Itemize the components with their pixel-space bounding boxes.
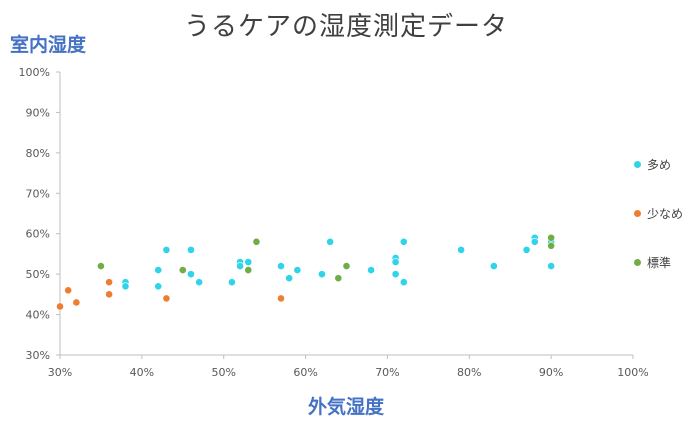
y-tick-label: 100% xyxy=(19,66,50,79)
x-tick-label: 30% xyxy=(48,366,72,379)
data-point-series-0 xyxy=(227,278,236,287)
data-point-series-1 xyxy=(64,286,73,295)
legend-item-series-2: 標準 xyxy=(634,254,671,271)
x-tick-label: 100% xyxy=(617,366,648,379)
y-tick-label: 70% xyxy=(26,187,50,200)
x-tick-label: 40% xyxy=(130,366,154,379)
axes: 30% 40% 50% 60% 70% 80% 90% 100% 30% 40% 50% 60% 70%… xyxy=(19,66,649,379)
data-point-series-0 xyxy=(121,282,130,291)
data-point-series-0 xyxy=(244,258,253,266)
legend-label-series-1: 少なめ xyxy=(647,207,684,221)
data-point-series-0 xyxy=(367,266,375,274)
data-point-series-1 xyxy=(277,294,285,303)
data-point-series-0 xyxy=(236,262,244,270)
y-axis-title: 室内湿度 xyxy=(10,34,87,56)
data-point-series-0 xyxy=(489,262,498,270)
data-point-series-1 xyxy=(72,298,81,307)
y-tick-label: 80% xyxy=(26,147,50,160)
x-tick-label: 60% xyxy=(293,366,317,379)
data-point-series-0 xyxy=(277,262,285,270)
data-point-series-0 xyxy=(318,270,326,279)
x-axis-title: 外気湿度 xyxy=(307,396,384,418)
legend-marker-series-1 xyxy=(634,210,641,217)
data-point-series-0 xyxy=(293,266,302,274)
data-point-series-0 xyxy=(391,258,400,266)
x-tick-label: 50% xyxy=(211,366,235,379)
data-point-series-2 xyxy=(342,262,351,270)
y-tick-label: 90% xyxy=(26,106,50,119)
legend-label-series-2: 標準 xyxy=(647,256,672,270)
data-point-series-1 xyxy=(105,278,114,287)
data-point-series-0 xyxy=(530,237,539,246)
data-point-series-0 xyxy=(285,274,294,283)
data-point-series-0 xyxy=(547,262,556,270)
data-point-series-2 xyxy=(547,241,556,250)
data-point-series-1 xyxy=(105,290,114,299)
y-tick-label: 40% xyxy=(26,309,50,322)
data-point-series-0 xyxy=(399,237,408,246)
data-point-series-0 xyxy=(522,245,531,254)
data-point-series-2 xyxy=(252,237,261,246)
legend-item-series-1: 少なめ xyxy=(634,205,683,222)
legend-marker-series-2 xyxy=(634,259,641,266)
data-point-series-0 xyxy=(154,266,163,274)
x-tick-label: 90% xyxy=(539,366,563,379)
legend-marker-series-0 xyxy=(634,161,641,168)
y-tick-label: 30% xyxy=(26,349,50,362)
y-tick-label: 50% xyxy=(26,268,50,281)
data-point-series-1 xyxy=(56,302,64,311)
data-point-series-2 xyxy=(178,266,187,274)
data-point-series-0 xyxy=(187,270,195,279)
data-point-series-2 xyxy=(547,233,556,242)
data-point-series-0 xyxy=(195,278,204,287)
data-point-series-2 xyxy=(334,274,343,283)
chart-title: うるケアの湿度測定データ xyxy=(183,12,508,42)
data-point-series-0 xyxy=(399,278,408,287)
data-points xyxy=(56,233,556,311)
data-point-series-0 xyxy=(187,245,195,254)
x-tick-label: 80% xyxy=(457,366,481,379)
data-point-series-2 xyxy=(244,266,253,274)
data-point-series-0 xyxy=(326,237,335,246)
data-point-series-0 xyxy=(391,270,400,279)
data-point-series-0 xyxy=(154,282,163,291)
x-tick-label: 70% xyxy=(375,366,399,379)
legend-item-series-0: 多め xyxy=(634,156,671,173)
y-tick-label: 60% xyxy=(26,228,50,241)
data-point-series-0 xyxy=(457,245,465,254)
data-point-series-2 xyxy=(97,262,105,270)
data-point-series-1 xyxy=(162,294,171,303)
legend-label-series-0: 多め xyxy=(647,158,672,172)
data-point-series-0 xyxy=(162,245,171,254)
